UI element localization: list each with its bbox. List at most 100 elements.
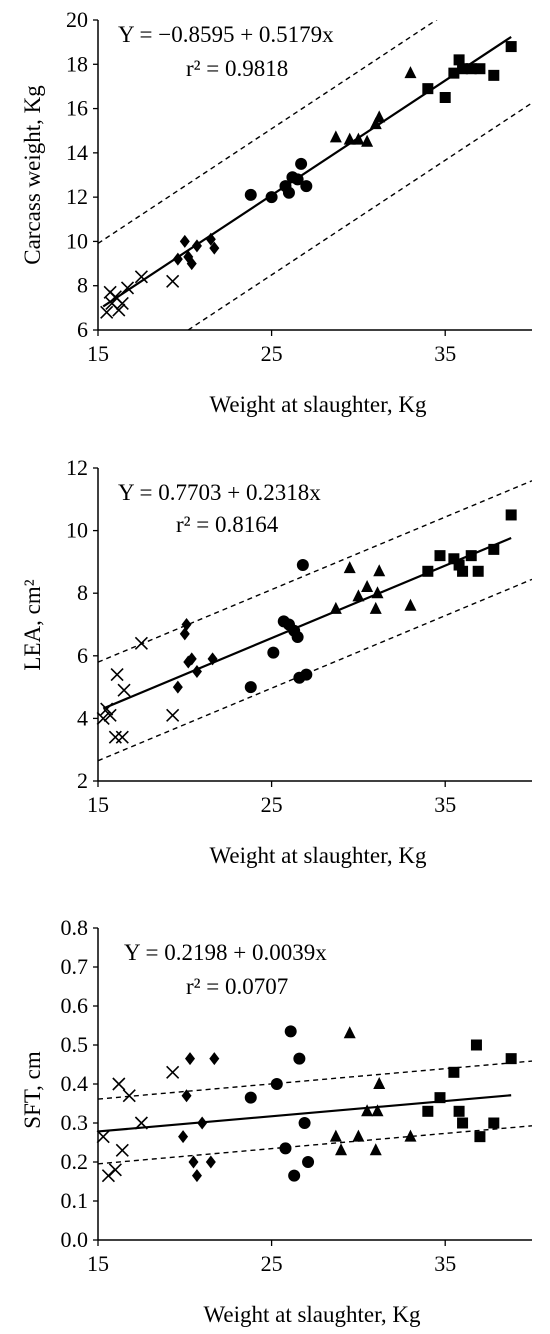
data-point-x (120, 281, 135, 295)
data-point-diamond (181, 1089, 192, 1103)
data-point-triangle (352, 132, 365, 145)
data-point-square (434, 550, 446, 562)
data-point-circle (279, 1142, 292, 1155)
r-squared: r² = 0.8164 (176, 512, 279, 537)
data-point-square (453, 559, 465, 571)
data-point-diamond (172, 680, 183, 694)
data-point-diamond (179, 234, 190, 248)
y-axis-label: LEA, cm² (20, 579, 45, 670)
x-tick-label: 25 (261, 1251, 283, 1276)
data-point-square (439, 92, 451, 103)
y-tick-label: 0.5 (61, 1032, 89, 1057)
y-tick-label: 20 (66, 7, 88, 32)
data-point-square (505, 1053, 517, 1065)
data-point-circle (300, 668, 313, 681)
lower-prediction-band (98, 578, 532, 762)
data-point-triangle (335, 1143, 348, 1156)
data-point-square (448, 1066, 460, 1078)
x-tick-label: 15 (87, 341, 109, 366)
data-point-x (117, 683, 131, 697)
data-point-x (100, 305, 114, 319)
data-point-diamond (185, 1052, 196, 1066)
data-point-triangle (369, 601, 382, 614)
y-tick-label: 0.8 (61, 915, 89, 940)
data-point-triangle (352, 589, 365, 602)
data-point-diamond (179, 627, 190, 641)
data-point-square (465, 63, 477, 75)
x-tick-label: 15 (87, 792, 109, 817)
y-tick-label: 4 (77, 705, 88, 730)
data-point-square (453, 54, 465, 66)
data-point-circle (270, 1078, 283, 1090)
y-tick-label: 0.0 (61, 1227, 89, 1252)
data-point-square (448, 67, 460, 79)
y-tick-label: 0.1 (61, 1188, 89, 1213)
data-point-square (474, 1131, 486, 1143)
y-tick-label: 0.2 (61, 1149, 89, 1174)
regression-line (102, 36, 512, 308)
data-point-diamond (209, 241, 220, 255)
y-tick-label: 0.4 (61, 1071, 89, 1096)
data-point-triangle (371, 1104, 384, 1117)
data-point-square (470, 1039, 482, 1051)
data-point-triangle (343, 561, 356, 574)
data-point-triangle (329, 601, 342, 614)
data-point-square (453, 1105, 465, 1117)
data-point-circle (300, 180, 313, 193)
data-point-circle (298, 1117, 311, 1129)
data-point-x (108, 730, 122, 744)
y-tick-label: 2 (77, 768, 88, 793)
data-point-square (472, 565, 484, 577)
data-point-circle (265, 191, 278, 204)
data-point-circle (244, 681, 257, 694)
data-point-diamond (178, 1130, 189, 1144)
data-point-diamond (205, 1155, 216, 1169)
data-point-triangle (373, 564, 386, 577)
data-point-triangle (369, 117, 382, 130)
x-axis-label: Weight at slaughter, Kg (210, 392, 427, 417)
x-tick-label: 35 (434, 1251, 456, 1276)
y-tick-label: 8 (77, 580, 88, 605)
data-point-x (103, 708, 117, 722)
x-tick-label: 25 (261, 341, 283, 366)
data-point-triangle (369, 1143, 382, 1156)
data-point-square (457, 565, 469, 577)
data-point-circle (244, 1091, 257, 1104)
y-tick-label: 10 (66, 518, 88, 543)
data-point-x (122, 1089, 136, 1103)
data-point-diamond (191, 1169, 202, 1183)
x-axis-label: Weight at slaughter, Kg (204, 1302, 421, 1327)
y-tick-label: 10 (66, 228, 88, 253)
x-tick-label: 35 (434, 341, 456, 366)
data-point-circle (244, 188, 257, 201)
data-point-circle (291, 173, 304, 186)
data-point-x (134, 636, 148, 650)
x-tick-label: 15 (87, 1251, 109, 1276)
x-tick-label: 35 (434, 792, 456, 817)
x-tick-label: 25 (261, 792, 283, 817)
data-point-x (134, 1116, 148, 1130)
data-point-x (112, 1077, 126, 1091)
data-point-x (115, 730, 129, 744)
data-point-diamond (207, 652, 218, 666)
data-point-x (166, 1065, 180, 1079)
data-point-diamond (191, 239, 202, 253)
data-point-triangle (404, 66, 417, 79)
y-tick-label: 0.6 (61, 993, 89, 1018)
data-point-circle (296, 559, 309, 572)
data-point-square (505, 41, 517, 53)
carcass-weight-panel: Y = −0.8595 + 0.5179x r² = 0.9818 Weight… (20, 7, 532, 417)
data-point-x (112, 303, 126, 317)
data-point-triangle (343, 132, 356, 145)
data-point-diamond (186, 652, 197, 666)
data-point-triangle (361, 1104, 374, 1117)
y-tick-label: 0.7 (61, 954, 89, 979)
sft-panel: Y = 0.2198 + 0.0039x r² = 0.0707 Weight … (20, 915, 532, 1327)
data-point-diamond (172, 252, 183, 266)
data-point-diamond (186, 257, 197, 271)
y-tick-label: 0.3 (61, 1110, 89, 1135)
upper-prediction-band (98, 480, 532, 663)
data-point-square (505, 509, 517, 521)
data-point-x (96, 711, 110, 725)
